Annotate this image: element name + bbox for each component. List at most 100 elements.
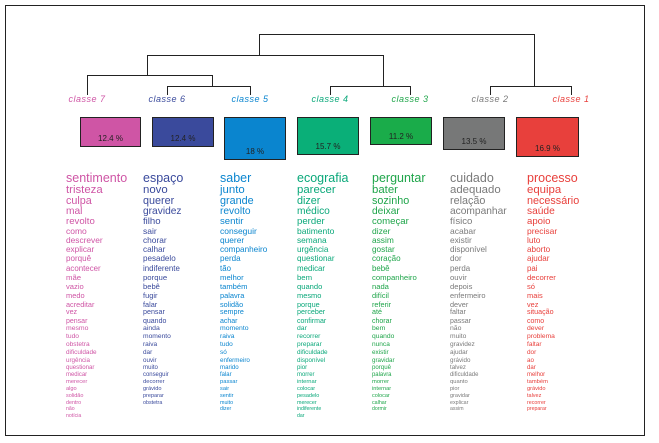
word-item: sentir	[220, 392, 234, 399]
word-item: sair	[143, 225, 157, 236]
word-item: sozinho	[372, 194, 410, 207]
tree-stem-2	[490, 86, 491, 95]
tree-stem-65	[212, 75, 213, 87]
word-item: dizer	[220, 406, 232, 413]
word-item: preparar	[297, 341, 322, 349]
word-item: querer	[220, 235, 245, 246]
word-item: referir	[372, 299, 392, 309]
word-item: gravidez	[143, 205, 182, 217]
word-item: medicar	[297, 263, 326, 273]
class-1-box: 16.9 %	[516, 117, 579, 157]
word-item: conseguir	[220, 225, 257, 236]
word-item: existir	[372, 349, 389, 356]
word-item: companheiro	[372, 272, 417, 282]
word-item: dificuldade	[66, 349, 97, 356]
word-item: achar	[220, 317, 238, 325]
class-2-label: classe 2	[471, 94, 509, 104]
word-item: merecer	[297, 399, 317, 406]
word-item: culpa	[66, 194, 92, 207]
word-item: relação	[450, 194, 486, 207]
word-item: muito	[220, 399, 234, 406]
word-item: explicar	[450, 399, 469, 406]
word-item: pai	[527, 263, 538, 273]
word-item: revolto	[220, 205, 251, 217]
figure-frame	[5, 5, 645, 436]
word-item: dar	[297, 412, 305, 419]
word-item: raiva	[220, 333, 235, 341]
word-item: indiferente	[297, 406, 322, 413]
word-item: morrer	[297, 371, 315, 378]
word-item: acabar	[450, 225, 476, 236]
word-item: momento	[220, 325, 249, 333]
word-item: sentir	[220, 215, 244, 227]
word-item: talvez	[527, 392, 542, 399]
class-4-box: 15.7 %	[297, 117, 359, 155]
word-item: junto	[220, 183, 245, 196]
word-item: ajudar	[450, 349, 468, 356]
word-item: solidão	[66, 392, 84, 399]
word-item: enfermeiro	[220, 356, 250, 364]
word-item: tudo	[220, 341, 233, 349]
class-3-label: classe 3	[391, 94, 429, 104]
word-item: gravidez	[450, 341, 475, 349]
word-item: mais	[527, 290, 543, 300]
class-5-percent: 18 %	[245, 147, 265, 156]
word-item: sempre	[220, 308, 244, 317]
word-item: fugir	[143, 290, 158, 300]
word-item: quanto	[450, 378, 468, 385]
word-item: coração	[372, 254, 401, 264]
word-item: problema	[527, 333, 555, 341]
word-item: pior	[297, 364, 308, 372]
word-item: novo	[143, 183, 168, 196]
word-item: explicar	[66, 244, 95, 254]
word-item: não	[450, 325, 462, 333]
word-item: pior	[450, 385, 460, 392]
word-item: perda	[450, 263, 471, 273]
word-item: faltar	[450, 308, 466, 317]
word-item: gostar	[372, 244, 395, 254]
word-item: disponível	[297, 356, 326, 364]
word-item: calhar	[143, 244, 166, 254]
word-item: como	[66, 225, 87, 236]
word-item: ao	[527, 356, 534, 364]
word-item: gravidar	[372, 356, 395, 364]
word-item: ajudar	[527, 254, 550, 264]
class-2-word-list: cuidado adequado relação acompanhar físico ac…	[450, 172, 507, 414]
word-item: bem	[297, 272, 313, 282]
word-item: preparar	[527, 406, 547, 413]
tree-link-root	[259, 34, 535, 35]
word-item: falar	[220, 371, 232, 378]
class-7-percent: 12.4 %	[98, 134, 123, 143]
tree-stem-4	[330, 86, 331, 95]
class-6-box: 12.4 %	[152, 117, 214, 147]
class-3-word-list: perguntar bater sozinho deixar começar dizer a…	[372, 172, 426, 414]
tree-stem-43	[383, 55, 384, 87]
word-item: até	[372, 308, 382, 317]
class-4-percent: 15.7 %	[315, 142, 341, 151]
word-item: urgência	[297, 244, 329, 254]
word-item: morrer	[372, 378, 390, 385]
word-item: muito	[450, 333, 467, 341]
word-item: decorrer	[527, 272, 556, 282]
tree-stem-5	[250, 86, 251, 95]
tree-link-7-65	[87, 75, 213, 76]
class-6-percent: 12.4 %	[170, 134, 196, 143]
word-item: dificuldade	[450, 371, 479, 378]
word-item: questionar	[66, 364, 95, 372]
word-item: luto	[527, 235, 541, 246]
word-item: começar	[372, 215, 409, 227]
word-item: dormir	[372, 406, 387, 413]
word-item: porque	[297, 299, 320, 309]
class-3-box: 11.2 %	[370, 117, 432, 145]
word-item: tudo	[66, 333, 80, 341]
word-item: quando	[143, 317, 167, 325]
word-item: enfermeiro	[450, 290, 486, 300]
word-item: passar	[450, 317, 472, 325]
word-item: só	[527, 282, 536, 292]
word-item: grávido	[450, 356, 471, 364]
word-item: pesadelo	[143, 254, 176, 264]
class-1-word-list: processo equipa necessário saúde apoio precis…	[527, 172, 579, 414]
word-item: colocar	[372, 392, 390, 399]
word-item: acreditar	[66, 299, 95, 309]
word-item: sentimento	[66, 171, 128, 185]
